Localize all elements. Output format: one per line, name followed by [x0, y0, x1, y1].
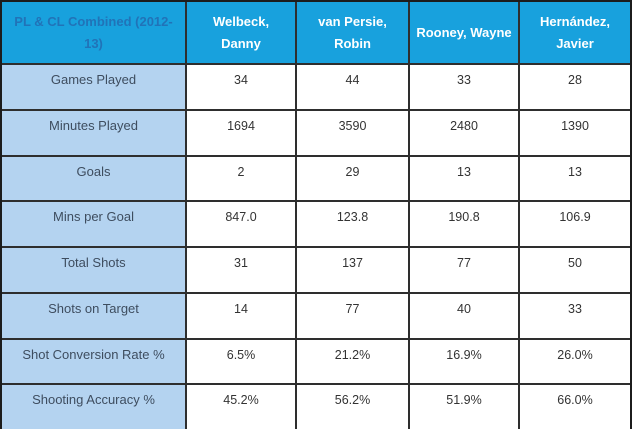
table-cell: 190.8	[410, 202, 518, 246]
table-cell: 40	[410, 293, 518, 338]
table-title: PL & CL Combined (2012-13)	[2, 2, 185, 63]
column-header-vanpersie: van Persie, Robin	[297, 2, 408, 63]
table-cell: 3590	[297, 110, 408, 155]
table-cell: 29	[297, 156, 408, 201]
row-label-shots-on-target: Shots on Target	[2, 293, 185, 338]
table-cell: 33	[520, 293, 630, 338]
table-cell: 6.5%	[187, 339, 295, 384]
row-label-games-played: Games Played	[2, 65, 185, 109]
table-cell: 13	[410, 156, 518, 201]
table-cell: 16.9%	[410, 339, 518, 384]
table-cell: 2	[187, 156, 295, 201]
table-cell: 123.8	[297, 202, 408, 246]
table-cell: 1390	[520, 110, 630, 155]
table-cell: 56.2%	[297, 385, 408, 429]
row-label-goals: Goals	[2, 156, 185, 201]
row-label-minutes-played: Minutes Played	[2, 110, 185, 155]
column-header-rooney: Rooney, Wayne	[410, 2, 518, 63]
table-cell: 137	[297, 248, 408, 292]
row-label-mins-per-goal: Mins per Goal	[2, 202, 185, 246]
table-cell: 77	[297, 293, 408, 338]
table-cell: 31	[187, 248, 295, 292]
column-header-hernandez: Hernández, Javier	[520, 2, 630, 63]
table-cell: 51.9%	[410, 385, 518, 429]
table-cell: 28	[520, 65, 630, 109]
table-cell: 77	[410, 248, 518, 292]
table-cell: 13	[520, 156, 630, 201]
table-cell: 50	[520, 248, 630, 292]
table-cell: 21.2%	[297, 339, 408, 384]
table-cell: 2480	[410, 110, 518, 155]
table-cell: 14	[187, 293, 295, 338]
table-cell: 34	[187, 65, 295, 109]
table-cell: 847.0	[187, 202, 295, 246]
table-cell: 26.0%	[520, 339, 630, 384]
column-header-welbeck: Welbeck, Danny	[187, 2, 295, 63]
row-label-shot-conversion-rate: Shot Conversion Rate %	[2, 339, 185, 384]
row-label-shooting-accuracy: Shooting Accuracy %	[2, 385, 185, 429]
table-cell: 45.2%	[187, 385, 295, 429]
table-cell: 106.9	[520, 202, 630, 246]
row-label-total-shots: Total Shots	[2, 248, 185, 292]
table-cell: 66.0%	[520, 385, 630, 429]
table-cell: 44	[297, 65, 408, 109]
table-cell: 1694	[187, 110, 295, 155]
table-cell: 33	[410, 65, 518, 109]
